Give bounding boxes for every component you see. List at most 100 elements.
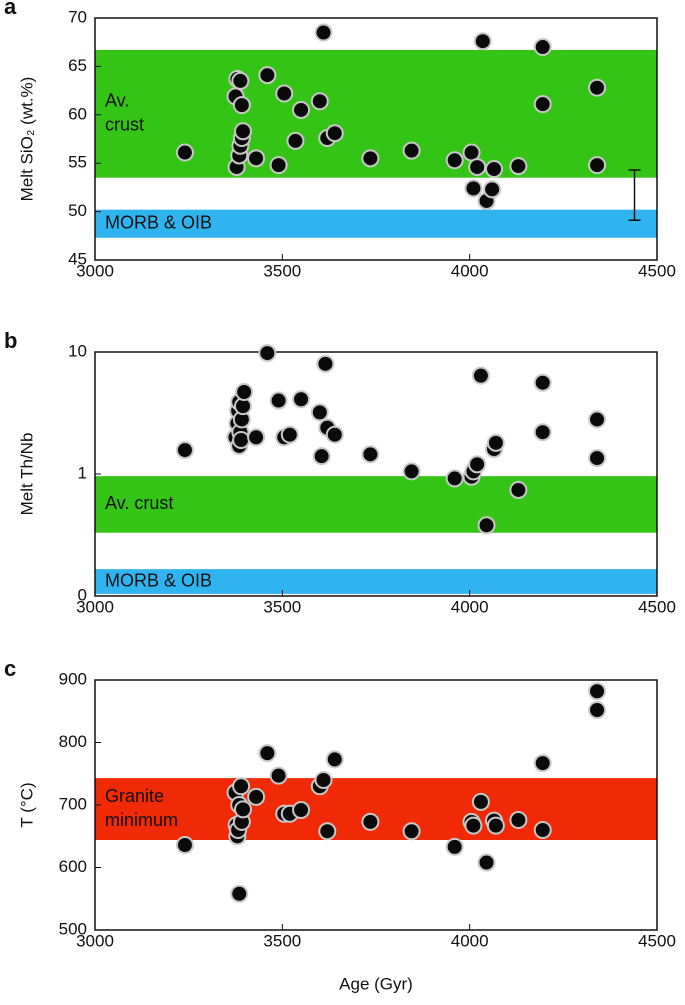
y-tick-label: 800 [59, 732, 87, 751]
point [175, 836, 194, 854]
band-label: crust [105, 115, 144, 135]
point [269, 156, 288, 175]
point [509, 157, 528, 176]
x-tick-label: 4500 [638, 261, 676, 280]
point [588, 156, 607, 175]
y-tick-label: 70 [68, 7, 87, 26]
point [231, 71, 250, 90]
y-axis-title: T (°C) [17, 782, 36, 827]
point [258, 66, 277, 85]
x-tick-label: 3500 [263, 261, 301, 280]
x-tick-label: 3500 [263, 931, 301, 950]
point [588, 78, 607, 97]
point [247, 428, 266, 447]
x-tick-label: 4500 [638, 597, 676, 616]
point [445, 469, 464, 488]
point [533, 38, 552, 57]
panel-letter: b [4, 328, 17, 353]
point [314, 771, 333, 789]
point [477, 516, 496, 535]
point [533, 821, 552, 839]
point [533, 95, 552, 114]
point [533, 754, 552, 773]
point [361, 812, 380, 831]
point [325, 425, 344, 444]
point [292, 100, 311, 119]
point [588, 449, 607, 468]
point [232, 430, 251, 449]
point [464, 179, 483, 198]
point [588, 701, 607, 719]
band [95, 209, 657, 238]
y-tick-label: 0 [78, 585, 87, 604]
x-tick-label: 4000 [451, 261, 489, 280]
point [402, 462, 421, 481]
point [464, 816, 483, 835]
point [473, 32, 492, 51]
point [258, 344, 277, 363]
point [310, 403, 329, 422]
band-label: Av. [105, 91, 129, 111]
x-tick-label: 3500 [263, 597, 301, 616]
y-tick-label: 10 [68, 341, 87, 360]
point [477, 853, 496, 872]
point [325, 750, 344, 769]
point [402, 141, 421, 160]
point [312, 447, 331, 466]
point [258, 744, 277, 763]
point [235, 383, 254, 402]
point [247, 149, 266, 168]
point [232, 96, 251, 115]
point [468, 455, 487, 474]
point [361, 149, 380, 168]
band-label: Av. crust [105, 493, 173, 513]
point [485, 160, 504, 179]
point [247, 787, 266, 806]
band-label: Granite [105, 786, 164, 806]
point [509, 811, 528, 829]
y-axis-title: Melt Th/Nb [17, 433, 36, 516]
y-tick-label: 55 [68, 153, 87, 172]
point [316, 354, 335, 373]
y-tick-label: 900 [59, 669, 87, 688]
y-tick-label: 60 [68, 104, 87, 123]
point [509, 480, 528, 499]
y-tick-label: 500 [59, 919, 87, 938]
y-tick-label: 700 [59, 794, 87, 813]
point [402, 822, 421, 841]
point [269, 391, 288, 410]
point [588, 410, 607, 429]
band-label: MORB & OIB [105, 570, 212, 590]
x-tick-label: 3000 [76, 931, 114, 950]
band-label: MORB & OIB [105, 212, 212, 232]
point [292, 801, 311, 819]
band [95, 476, 657, 533]
band [95, 569, 657, 594]
point [325, 124, 344, 143]
point [233, 800, 252, 819]
point [232, 777, 251, 796]
plot-frame [94, 351, 658, 597]
point [233, 122, 252, 141]
point [445, 151, 464, 170]
y-axis-title: Melt SiO₂ (wt.%) [17, 77, 36, 202]
point [175, 143, 194, 162]
y-tick-label: 1 [78, 463, 87, 482]
point [361, 445, 380, 464]
point [310, 92, 329, 111]
point [275, 84, 294, 103]
point [292, 390, 311, 409]
point [468, 158, 487, 177]
point [471, 792, 490, 811]
band [95, 778, 657, 840]
band-label: minimum [105, 810, 178, 830]
x-tick-label: 4000 [451, 597, 489, 616]
point [445, 837, 464, 856]
point [286, 131, 305, 150]
x-tick-label: 3000 [76, 597, 114, 616]
panel-letter: a [4, 0, 17, 19]
point [280, 425, 299, 444]
x-tick-label: 3000 [76, 261, 114, 280]
point [483, 180, 502, 199]
